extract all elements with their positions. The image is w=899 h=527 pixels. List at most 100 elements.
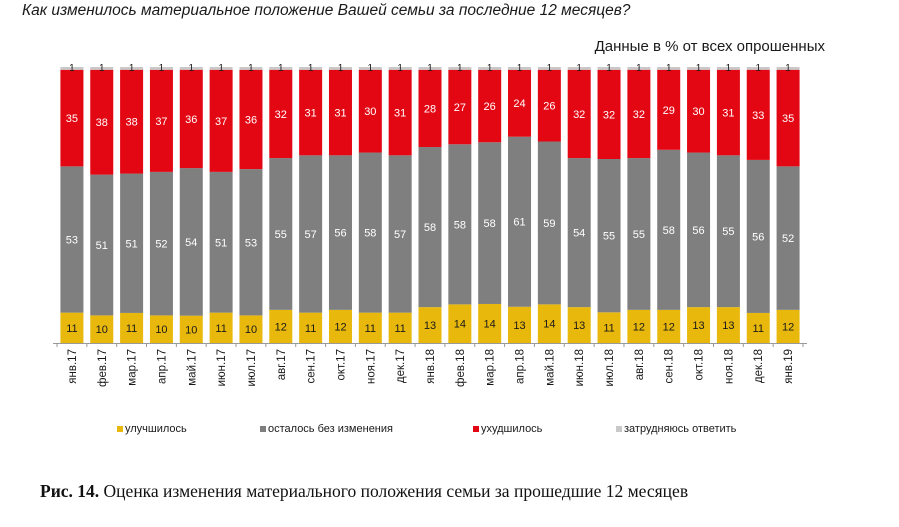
data-label-improved: 11 (215, 323, 226, 335)
x-tick-label: мар.18 (485, 349, 497, 386)
bar-segment-worsened (508, 69, 532, 137)
bar-segment-worsened (328, 69, 352, 156)
bar-segment-worsened (687, 69, 711, 153)
data-label-worsened: 31 (305, 108, 317, 120)
bar-segment-unchanged (90, 174, 114, 316)
bar-segment-improved (179, 315, 203, 343)
bar-segment-improved (149, 315, 173, 343)
bar-segment-hard-to-say (90, 67, 114, 70)
data-label-hard-to-say: 1 (606, 63, 612, 74)
x-tick-label: янв.17 (67, 349, 79, 384)
data-label-hard-to-say: 1 (368, 63, 374, 74)
data-label-unchanged: 54 (185, 237, 197, 249)
legend-swatch-worsened (473, 426, 479, 432)
legend-item-improved: улучшилось (117, 423, 187, 435)
bar-segment-unchanged (358, 152, 382, 313)
x-tick-label: апр.18 (515, 349, 527, 384)
data-label-unchanged: 57 (394, 229, 406, 241)
bar-segment-hard-to-say (627, 67, 651, 70)
bar-segment-worsened (657, 69, 681, 150)
units-note: Данные в % от всех опрошенных (594, 38, 825, 55)
data-label-unchanged: 51 (96, 240, 108, 252)
data-label-worsened: 26 (543, 101, 555, 113)
bar-segment-unchanged (239, 169, 263, 316)
bar-segment-worsened (120, 69, 144, 174)
stacked-bar-chart: 1153351янв.171051381фев.171151381мар.171… (53, 63, 807, 387)
bar-segment-improved (418, 307, 442, 343)
bar-segment-worsened (776, 69, 800, 167)
bar-segment-unchanged (657, 149, 681, 310)
data-label-unchanged: 56 (752, 231, 764, 243)
x-tick-label: май.17 (186, 349, 198, 386)
data-label-hard-to-say: 1 (188, 63, 194, 74)
bar-segment-unchanged (537, 141, 561, 305)
bar-segment-hard-to-say (269, 67, 293, 70)
data-label-worsened: 30 (692, 106, 704, 118)
data-label-worsened: 35 (66, 113, 78, 125)
data-label-improved: 12 (633, 321, 645, 333)
bar-segment-worsened (388, 69, 412, 156)
data-label-worsened: 31 (722, 108, 734, 120)
bar-segment-improved (776, 309, 800, 343)
bar-segment-worsened (299, 69, 323, 156)
bar-segment-hard-to-say (537, 67, 561, 70)
data-label-unchanged: 53 (66, 235, 78, 247)
bar-segment-unchanged (627, 158, 651, 310)
legend-swatch-improved (117, 426, 123, 432)
bar-segment-worsened (269, 69, 293, 159)
data-label-unchanged: 53 (245, 237, 257, 249)
bar-segment-improved (269, 309, 293, 343)
data-label-worsened: 38 (96, 117, 108, 129)
bar-segment-unchanged (687, 152, 711, 308)
x-tick-label: авг.18 (634, 349, 646, 380)
data-label-improved: 10 (245, 324, 257, 336)
data-label-improved: 11 (603, 323, 614, 335)
legend-swatch-hard-to-say (616, 426, 622, 432)
figure-caption-text: Оценка изменения материального положения… (103, 481, 689, 501)
bar-segment-unchanged (388, 155, 412, 313)
bar-segment-worsened (716, 69, 740, 156)
bar-segment-hard-to-say (60, 67, 84, 70)
x-tick-label: июн.18 (574, 349, 586, 386)
data-label-improved: 14 (484, 318, 496, 330)
bar-segment-improved (90, 315, 114, 343)
data-label-unchanged: 57 (305, 229, 317, 241)
data-label-worsened: 36 (245, 114, 257, 126)
data-label-worsened: 36 (185, 114, 197, 126)
bar-segment-worsened (537, 69, 561, 142)
bar-segment-unchanged (478, 142, 502, 304)
bar-segment-worsened (746, 69, 770, 160)
data-label-unchanged: 59 (543, 218, 555, 230)
legend-swatch-unchanged (260, 426, 266, 432)
data-label-improved: 11 (753, 323, 764, 335)
bar-segment-worsened (60, 69, 84, 167)
data-label-improved: 10 (185, 324, 197, 336)
bar-segment-improved (567, 307, 591, 343)
data-label-worsened: 37 (155, 116, 167, 128)
x-tick-label: июл.17 (246, 349, 258, 387)
data-label-improved: 12 (275, 321, 287, 333)
bar-segment-unchanged (299, 155, 323, 313)
bar-segment-hard-to-say (597, 67, 621, 70)
bar-segment-improved (687, 307, 711, 343)
bar-segment-hard-to-say (567, 67, 591, 70)
data-label-unchanged: 56 (334, 228, 346, 240)
data-label-unchanged: 55 (722, 226, 734, 238)
bar-segment-hard-to-say (120, 67, 144, 70)
data-label-hard-to-say: 1 (308, 63, 314, 74)
data-label-unchanged: 58 (424, 222, 436, 234)
data-label-worsened: 38 (125, 117, 137, 129)
data-label-worsened: 33 (752, 110, 764, 122)
data-label-improved: 11 (305, 323, 316, 335)
x-tick-label: янв.18 (425, 349, 437, 384)
data-label-improved: 14 (454, 319, 466, 331)
bar-segment-unchanged (179, 168, 203, 316)
data-label-worsened: 30 (364, 106, 376, 118)
data-label-hard-to-say: 1 (785, 63, 791, 74)
legend-item-worsened: ухудшилось (473, 423, 542, 435)
bar-segment-worsened (358, 69, 382, 153)
data-label-unchanged: 58 (484, 218, 496, 230)
bar-segment-unchanged (508, 136, 532, 307)
data-label-hard-to-say: 1 (547, 63, 553, 74)
data-label-improved: 12 (334, 321, 346, 333)
